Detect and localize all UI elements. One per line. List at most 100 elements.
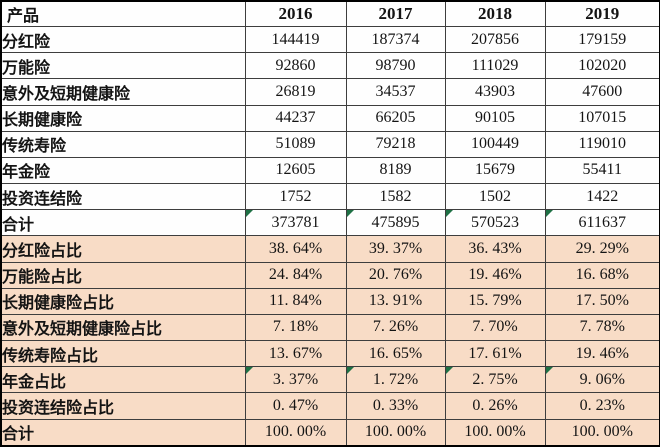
value-cell[interactable]: 92860 <box>244 52 347 80</box>
value-cell[interactable]: 7. 18% <box>244 313 347 342</box>
row-label-cell[interactable]: 分红险占比 <box>0 235 246 263</box>
row-label-cell[interactable]: 万能险 <box>0 52 246 80</box>
value-cell[interactable]: 9. 06% <box>544 366 660 394</box>
value-cell[interactable]: 102020 <box>544 52 660 80</box>
value-cell[interactable]: 17. 50% <box>544 287 660 315</box>
cell-value: 0. 26% <box>472 396 518 414</box>
value-cell[interactable]: 39. 37% <box>345 235 446 263</box>
value-cell[interactable]: 100. 00% <box>544 418 660 447</box>
cell-value: 19. 46% <box>468 266 522 284</box>
cell-value: 111029 <box>471 56 519 74</box>
header-cell-2016[interactable]: 2016 <box>244 0 347 27</box>
cell-value: 475895 <box>371 213 420 231</box>
value-cell[interactable]: 7. 26% <box>345 313 446 342</box>
value-cell[interactable]: 3. 37% <box>244 366 347 394</box>
value-cell[interactable]: 179159 <box>544 25 660 54</box>
value-cell[interactable]: 570523 <box>444 209 546 237</box>
value-cell[interactable]: 8189 <box>345 156 446 185</box>
row-label-cell[interactable]: 年金占比 <box>0 366 246 394</box>
row-label-cell[interactable]: 合计 <box>0 418 246 447</box>
value-cell[interactable]: 1422 <box>544 183 660 211</box>
value-cell[interactable]: 119010 <box>544 130 660 158</box>
value-cell[interactable]: 19. 46% <box>544 340 660 368</box>
value-cell[interactable]: 26819 <box>244 78 347 106</box>
row-label-cell[interactable]: 万能险占比 <box>0 261 246 289</box>
table-row: 合计 373781 475895 570523 611637 <box>0 209 660 237</box>
value-cell[interactable]: 34537 <box>345 78 446 106</box>
value-cell[interactable]: 1582 <box>345 183 446 211</box>
cell-value: 7. 70% <box>472 318 518 336</box>
value-cell[interactable]: 373781 <box>244 209 347 237</box>
value-cell[interactable]: 7. 70% <box>444 313 546 342</box>
green-error-triangle-icon <box>446 210 453 218</box>
value-cell[interactable]: 100. 00% <box>244 418 347 447</box>
row-label-cell[interactable]: 意外及短期健康险占比 <box>0 313 246 342</box>
cell-value: 0. 47% <box>272 396 319 414</box>
value-cell[interactable]: 12605 <box>244 156 347 185</box>
value-cell[interactable]: 66205 <box>345 104 446 132</box>
value-cell[interactable]: 13. 67% <box>244 340 347 368</box>
value-cell[interactable]: 7. 78% <box>544 313 660 342</box>
value-cell[interactable]: 100. 00% <box>345 418 446 447</box>
row-label-cell[interactable]: 意外及短期健康险 <box>0 78 246 106</box>
value-cell[interactable]: 1502 <box>444 183 546 211</box>
row-label-cell[interactable]: 分红险 <box>0 25 246 54</box>
value-cell[interactable]: 11. 84% <box>244 287 347 315</box>
value-cell[interactable]: 16. 65% <box>345 340 446 368</box>
row-label-cell[interactable]: 投资连结险占比 <box>0 392 246 420</box>
value-cell[interactable]: 98790 <box>345 52 446 80</box>
value-cell[interactable]: 144419 <box>244 25 347 54</box>
row-label-cell[interactable]: 投资连结险 <box>0 183 246 211</box>
value-cell[interactable]: 20. 76% <box>345 261 446 289</box>
cell-value: 13. 91% <box>368 292 423 310</box>
value-cell[interactable]: 19. 46% <box>444 261 546 289</box>
value-cell[interactable]: 107015 <box>544 104 660 132</box>
value-cell[interactable]: 1752 <box>244 183 347 211</box>
value-cell[interactable]: 187374 <box>345 25 446 54</box>
row-label-cell[interactable]: 年金险 <box>0 156 246 185</box>
value-cell[interactable]: 43903 <box>444 78 546 106</box>
header-cell-2018[interactable]: 2018 <box>444 0 546 27</box>
value-cell[interactable]: 38. 64% <box>244 235 347 263</box>
value-cell[interactable]: 24. 84% <box>244 261 347 289</box>
value-cell[interactable]: 13. 91% <box>345 287 446 315</box>
value-cell[interactable]: 15679 <box>444 156 546 185</box>
value-cell[interactable]: 207856 <box>444 25 546 54</box>
cell-value: 7. 26% <box>372 318 419 336</box>
row-label-cell[interactable]: 长期健康险 <box>0 104 246 132</box>
value-cell[interactable]: 44237 <box>244 104 347 132</box>
value-cell[interactable]: 17. 61% <box>444 340 546 368</box>
cell-value: 3. 37% <box>272 370 319 388</box>
value-cell[interactable]: 2. 75% <box>444 366 546 394</box>
header-cell-product[interactable]: 产品 <box>0 0 246 27</box>
value-cell[interactable]: 100. 00% <box>444 418 546 447</box>
value-cell[interactable]: 79218 <box>345 130 446 158</box>
cell-value: 26819 <box>275 82 316 100</box>
value-cell[interactable]: 90105 <box>444 104 546 132</box>
value-cell[interactable]: 29. 29% <box>544 235 660 263</box>
value-cell[interactable]: 16. 68% <box>544 261 660 289</box>
value-cell[interactable]: 36. 43% <box>444 235 546 263</box>
row-label: 分红险占比 <box>2 242 83 260</box>
value-cell[interactable]: 0. 23% <box>544 392 660 420</box>
value-cell[interactable]: 100449 <box>444 130 546 158</box>
value-cell[interactable]: 47600 <box>544 78 660 106</box>
value-cell[interactable]: 475895 <box>345 209 446 237</box>
row-label-cell[interactable]: 传统寿险 <box>0 130 246 158</box>
row-label-cell[interactable]: 长期健康险占比 <box>0 287 246 315</box>
value-cell[interactable]: 611637 <box>544 209 660 237</box>
row-label-cell[interactable]: 合计 <box>0 209 246 237</box>
value-cell[interactable]: 55411 <box>544 156 660 185</box>
row-label-cell[interactable]: 传统寿险占比 <box>0 340 246 368</box>
header-cell-2019[interactable]: 2019 <box>544 0 660 27</box>
value-cell[interactable]: 0. 47% <box>244 392 347 420</box>
value-cell[interactable]: 111029 <box>444 52 546 80</box>
value-cell[interactable]: 1. 72% <box>345 366 446 394</box>
value-cell[interactable]: 0. 33% <box>345 392 446 420</box>
header-cell-2017[interactable]: 2017 <box>345 0 446 27</box>
value-cell[interactable]: 0. 26% <box>444 392 546 420</box>
row-label: 万能险占比 <box>2 269 83 287</box>
value-cell[interactable]: 15. 79% <box>444 287 546 315</box>
cell-value: 15679 <box>475 161 515 179</box>
value-cell[interactable]: 51089 <box>244 130 347 158</box>
